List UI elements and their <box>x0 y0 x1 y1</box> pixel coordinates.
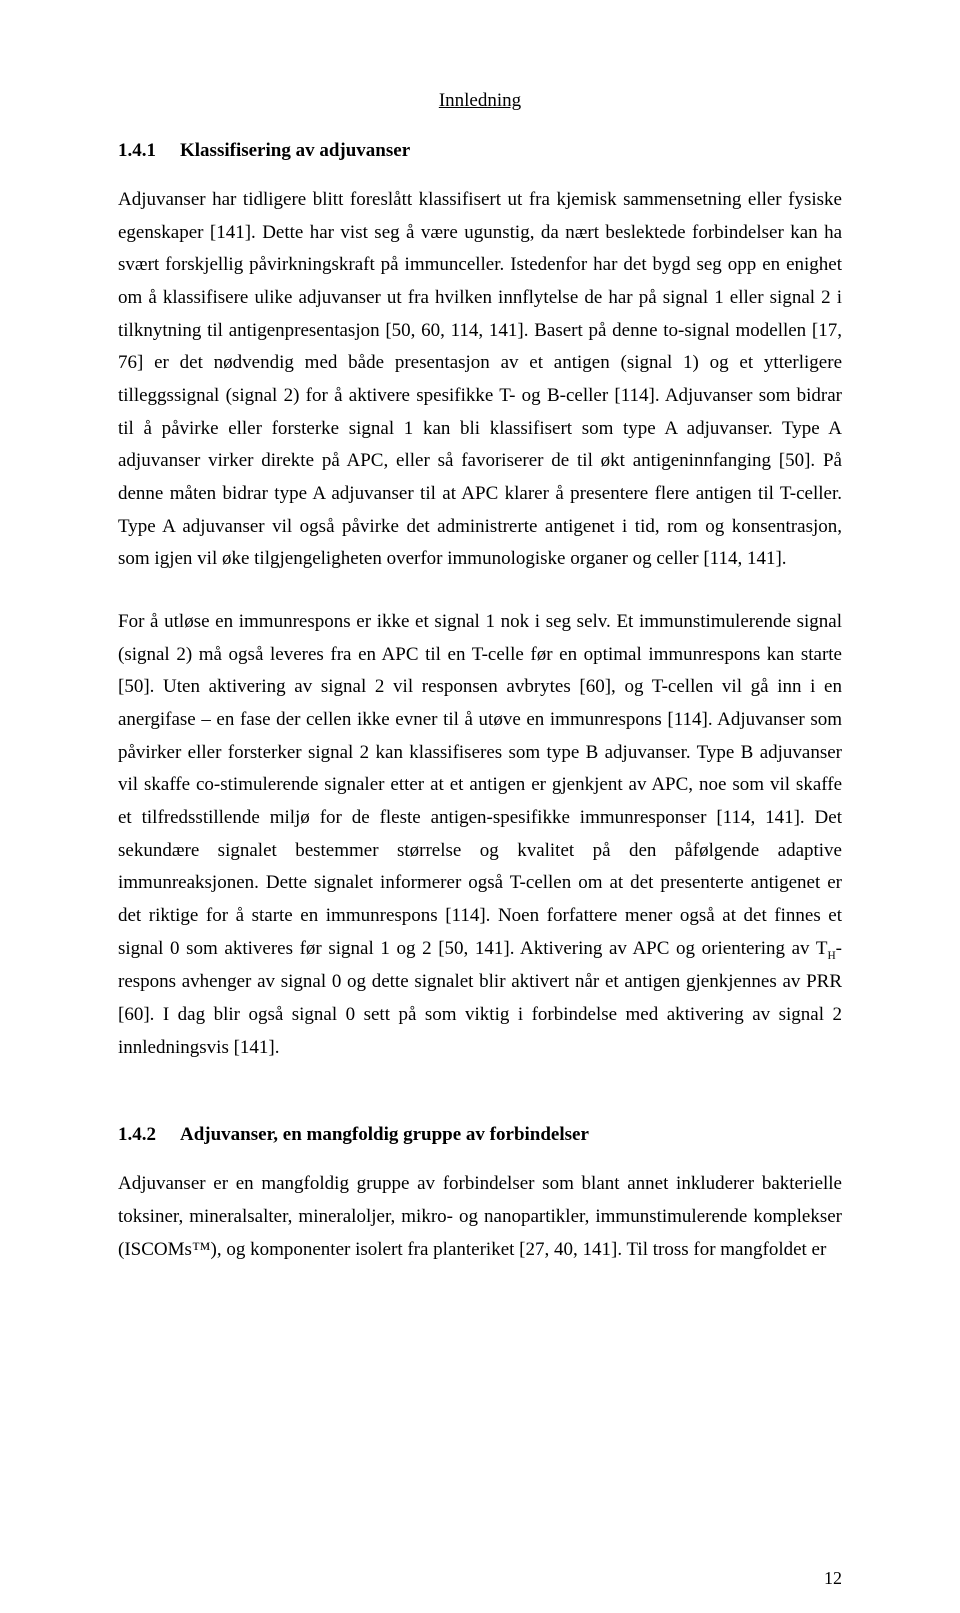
running-head: Innledning <box>118 90 842 112</box>
subscript-h: H <box>827 950 835 962</box>
section-1-paragraph-2: For å utløse en immunrespons er ikke et … <box>118 606 842 1064</box>
section-2-number: 1.4.2 <box>118 1124 156 1146</box>
section-1-paragraph-1: Adjuvanser har tidligere blitt foreslått… <box>118 184 842 576</box>
section-2-title: Adjuvanser, en mangfoldig gruppe av forb… <box>180 1124 589 1145</box>
section-2-heading: 1.4.2 Adjuvanser, en mangfoldig gruppe av… <box>118 1124 842 1146</box>
p2-text-before: For å utløse en immunrespons er ikke et … <box>118 611 842 959</box>
section-1-heading: 1.4.1 Klassifisering av adjuvanser <box>118 140 842 162</box>
section-1-title: Klassifisering av adjuvanser <box>180 140 410 161</box>
section-2-paragraph-1: Adjuvanser er en mangfoldig gruppe av fo… <box>118 1168 842 1266</box>
section-1-number: 1.4.1 <box>118 140 156 162</box>
page-number: 12 <box>824 1568 842 1589</box>
page: Innledning 1.4.1 Klassifisering av adjuva… <box>0 0 960 1613</box>
